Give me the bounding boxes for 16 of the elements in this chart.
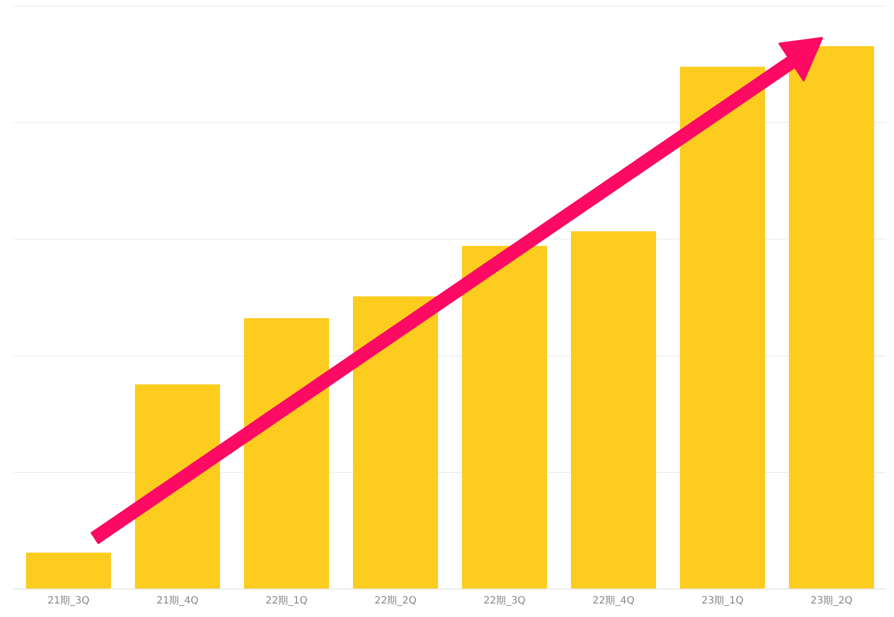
bar xyxy=(462,246,548,588)
bar xyxy=(680,66,766,588)
bar xyxy=(244,318,330,588)
x-tick-label: 23期_2Q xyxy=(810,594,853,607)
bar xyxy=(352,296,438,588)
x-tick-label: 22期_2Q xyxy=(374,594,417,607)
x-tick-label: 21期_3Q xyxy=(48,594,90,607)
x-tick-label: 21期_4Q xyxy=(156,594,199,607)
x-tick-label: 22期_4Q xyxy=(592,594,635,607)
x-tick-label: 22期_3Q xyxy=(484,594,526,607)
bar xyxy=(26,552,112,588)
bar xyxy=(134,384,220,588)
bar xyxy=(788,46,874,588)
x-tick-label: 23期_1Q xyxy=(702,594,744,607)
bar xyxy=(570,231,656,588)
x-tick-label: 22期_1Q xyxy=(266,594,308,607)
